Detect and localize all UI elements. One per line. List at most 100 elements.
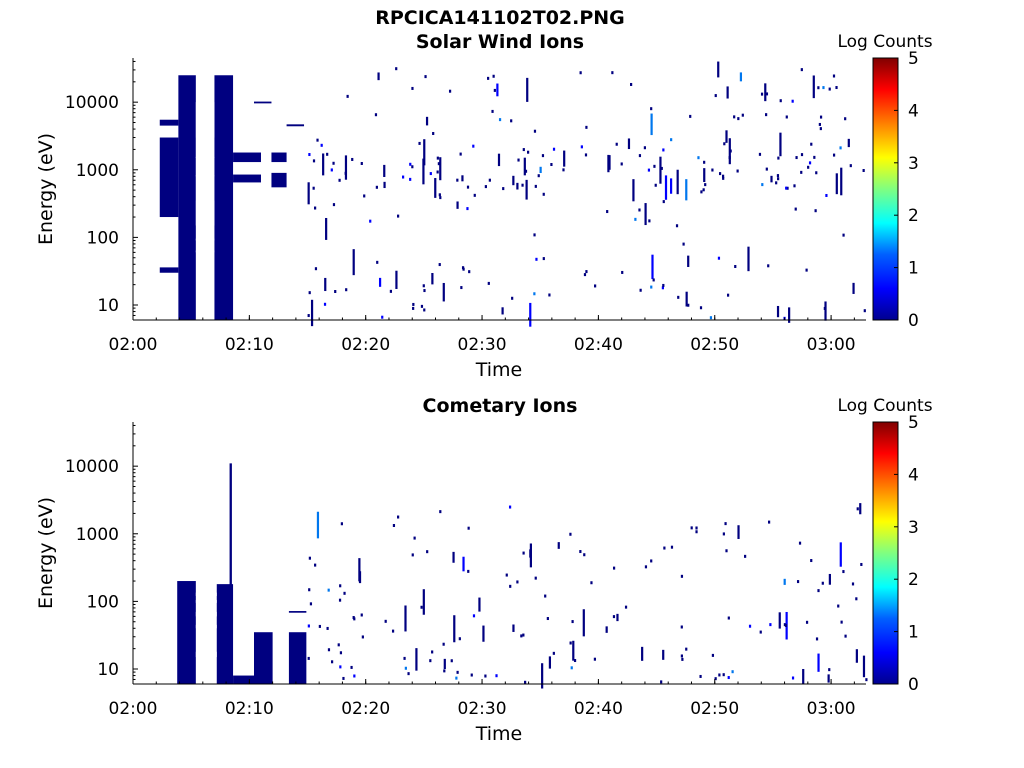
data-cell bbox=[711, 653, 715, 657]
data-cell bbox=[324, 277, 327, 292]
data-cell bbox=[443, 658, 446, 670]
data-cell bbox=[793, 184, 796, 188]
data-cell bbox=[542, 192, 545, 196]
data-cell bbox=[725, 130, 728, 143]
data-cell bbox=[677, 295, 680, 299]
y-tick-label: 10000 bbox=[65, 93, 119, 113]
data-cell bbox=[744, 554, 747, 558]
data-cell bbox=[573, 659, 577, 663]
data-cell bbox=[652, 278, 655, 282]
colorbar: 0 1 2 3 4 5 bbox=[872, 49, 919, 331]
data-cell bbox=[434, 178, 437, 198]
data-cell bbox=[662, 283, 665, 287]
data-cell bbox=[650, 113, 653, 136]
data-cell bbox=[695, 526, 698, 530]
data-cell bbox=[411, 553, 414, 557]
data-cell bbox=[340, 522, 343, 526]
y-tick-label: 10 bbox=[97, 296, 119, 316]
data-cell bbox=[785, 115, 788, 119]
data-cell bbox=[455, 676, 458, 680]
data-cell bbox=[807, 165, 810, 169]
data-cell bbox=[307, 624, 310, 628]
data-cell bbox=[842, 570, 845, 574]
data-cell bbox=[522, 633, 525, 637]
data-cell bbox=[467, 526, 470, 530]
data-cell bbox=[308, 556, 311, 560]
data-cell bbox=[621, 270, 624, 274]
data-cell bbox=[395, 67, 398, 71]
data-cell bbox=[810, 142, 813, 146]
data-cell bbox=[381, 315, 384, 319]
data-cell bbox=[456, 201, 459, 209]
data-cell bbox=[438, 193, 441, 197]
data-cell bbox=[412, 306, 415, 310]
data-cell bbox=[570, 666, 573, 670]
colorbar: 0 1 2 3 4 5 bbox=[872, 413, 919, 695]
data-cell bbox=[254, 101, 272, 104]
data-cell bbox=[802, 668, 805, 684]
data-cell bbox=[498, 118, 502, 122]
data-cell bbox=[316, 138, 319, 142]
data-cell bbox=[436, 170, 439, 174]
data-cell bbox=[728, 138, 731, 165]
data-cell bbox=[334, 289, 337, 293]
data-cell bbox=[361, 635, 364, 639]
data-cell bbox=[680, 654, 684, 658]
data-cell bbox=[512, 175, 515, 186]
data-cell bbox=[837, 604, 840, 608]
data-gap bbox=[195, 624, 217, 629]
data-cell bbox=[550, 163, 553, 167]
data-cell bbox=[541, 154, 545, 158]
axes: 02:00 02:10 02:20 02:30 02:40 02:50 03:00 10 100… bbox=[65, 422, 866, 719]
data-cell bbox=[819, 127, 822, 131]
data-cell bbox=[583, 273, 587, 277]
data-cell bbox=[308, 153, 311, 157]
data-cell bbox=[840, 620, 843, 624]
data-cell bbox=[491, 109, 494, 113]
data-cell bbox=[685, 291, 688, 307]
data-cell bbox=[704, 183, 707, 187]
x-tick-label: 02:40 bbox=[574, 699, 623, 719]
data-cell bbox=[670, 138, 673, 142]
data-cell bbox=[748, 624, 752, 628]
data-cell bbox=[330, 660, 334, 664]
data-cell bbox=[785, 186, 788, 190]
data-cell bbox=[468, 270, 471, 274]
data-cell bbox=[859, 503, 862, 515]
data-cell bbox=[178, 75, 196, 320]
data-cell bbox=[832, 153, 836, 157]
data-cell bbox=[862, 168, 865, 172]
data-cell bbox=[795, 156, 798, 160]
data-cell bbox=[429, 659, 432, 663]
data-cell bbox=[509, 584, 512, 588]
data-cell bbox=[467, 569, 470, 573]
data-cell bbox=[512, 624, 515, 632]
data-cell bbox=[326, 626, 329, 630]
data-cell bbox=[775, 181, 778, 185]
solar-wind-panel: Solar Wind Ions Log Counts Time Energy (… bbox=[35, 31, 933, 381]
data-cell bbox=[307, 656, 310, 660]
data-cell bbox=[473, 193, 476, 197]
data-cell bbox=[571, 620, 574, 624]
x-tick-label: 03:00 bbox=[807, 335, 856, 355]
data-cell bbox=[758, 152, 762, 156]
data-cell bbox=[423, 308, 426, 312]
data-cell bbox=[852, 282, 855, 294]
data-cell bbox=[825, 193, 828, 197]
data-cell bbox=[641, 646, 644, 661]
data-cell bbox=[660, 680, 663, 684]
data-cell bbox=[727, 616, 730, 620]
colorbar-tick-label: 0 bbox=[908, 311, 919, 331]
data-cell bbox=[687, 303, 690, 307]
data-cell bbox=[369, 219, 372, 223]
data-cell bbox=[760, 92, 764, 96]
data-cell bbox=[411, 86, 414, 90]
data-cell bbox=[360, 161, 363, 165]
data-cell bbox=[638, 208, 641, 212]
data-cell bbox=[844, 117, 847, 121]
data-cell bbox=[563, 150, 566, 167]
data-cell bbox=[316, 511, 320, 539]
data-cell bbox=[680, 625, 683, 629]
data-cell bbox=[855, 649, 858, 663]
data-cell bbox=[851, 582, 855, 586]
